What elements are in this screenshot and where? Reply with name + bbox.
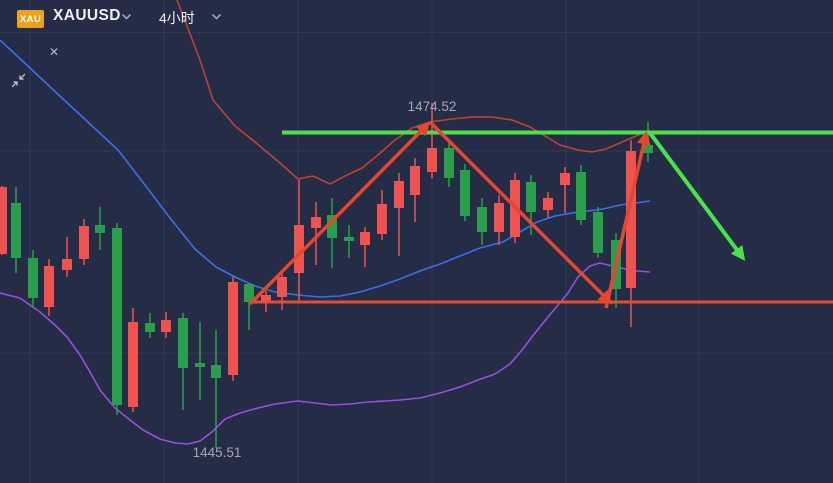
symbol-selector[interactable]: XAUUSD <box>53 7 121 24</box>
price-label-low: 1445.51 <box>193 445 242 460</box>
candle-body <box>79 226 89 259</box>
candle-body <box>377 204 387 234</box>
header-divider <box>0 32 833 33</box>
candle-body <box>112 228 122 405</box>
candle-body <box>394 181 404 208</box>
candle-body <box>195 363 205 367</box>
candle-body <box>526 182 536 212</box>
candle-body <box>327 215 337 238</box>
candle-body <box>427 148 437 172</box>
candle-body <box>460 170 470 216</box>
candle-body <box>360 232 370 245</box>
close-icon[interactable]: ✕ <box>48 45 60 59</box>
trend-arrow <box>604 130 651 309</box>
candle-body <box>28 258 38 298</box>
candle-body <box>161 320 171 332</box>
projection-arrow-green <box>648 131 746 261</box>
candle-body <box>44 266 54 307</box>
candle-body <box>560 173 570 185</box>
candle-body <box>277 277 287 297</box>
timeframe-selector[interactable]: 4小时 <box>159 10 195 26</box>
candle-body <box>593 212 603 253</box>
candle-body <box>178 318 188 368</box>
candle-body <box>626 151 636 288</box>
price-label-high: 1474.52 <box>408 99 457 114</box>
candle-body <box>128 322 138 407</box>
candle-body <box>576 172 586 220</box>
candle-body <box>95 225 105 233</box>
trend-arrow <box>428 120 613 305</box>
candle-body <box>62 259 72 270</box>
candle-body <box>0 187 7 254</box>
candle-body <box>643 145 653 153</box>
candle-body <box>543 198 553 210</box>
bollinger-middle-band <box>0 39 651 298</box>
collapse-arrows-icon[interactable] <box>11 73 26 88</box>
candle-body <box>344 237 354 241</box>
symbol-logo-badge: XAU <box>17 10 44 28</box>
candle-body <box>228 282 238 375</box>
chevron-down-icon[interactable] <box>121 13 132 21</box>
candle-body <box>294 225 304 273</box>
candle-body <box>11 203 21 258</box>
candle-body <box>494 203 504 232</box>
candle-body <box>244 284 254 302</box>
candle-body <box>477 207 487 232</box>
candle-body <box>444 148 454 178</box>
chevron-down-icon[interactable] <box>211 13 222 21</box>
candle-body <box>145 323 155 332</box>
candle-body <box>261 295 271 302</box>
bollinger-lower-band <box>0 262 651 445</box>
candle-body <box>410 166 420 195</box>
trend-arrow <box>248 121 431 306</box>
candle-body <box>311 217 321 228</box>
candle-body <box>211 365 221 378</box>
chart-header: XAU XAUUSD 4小时 <box>0 0 833 32</box>
